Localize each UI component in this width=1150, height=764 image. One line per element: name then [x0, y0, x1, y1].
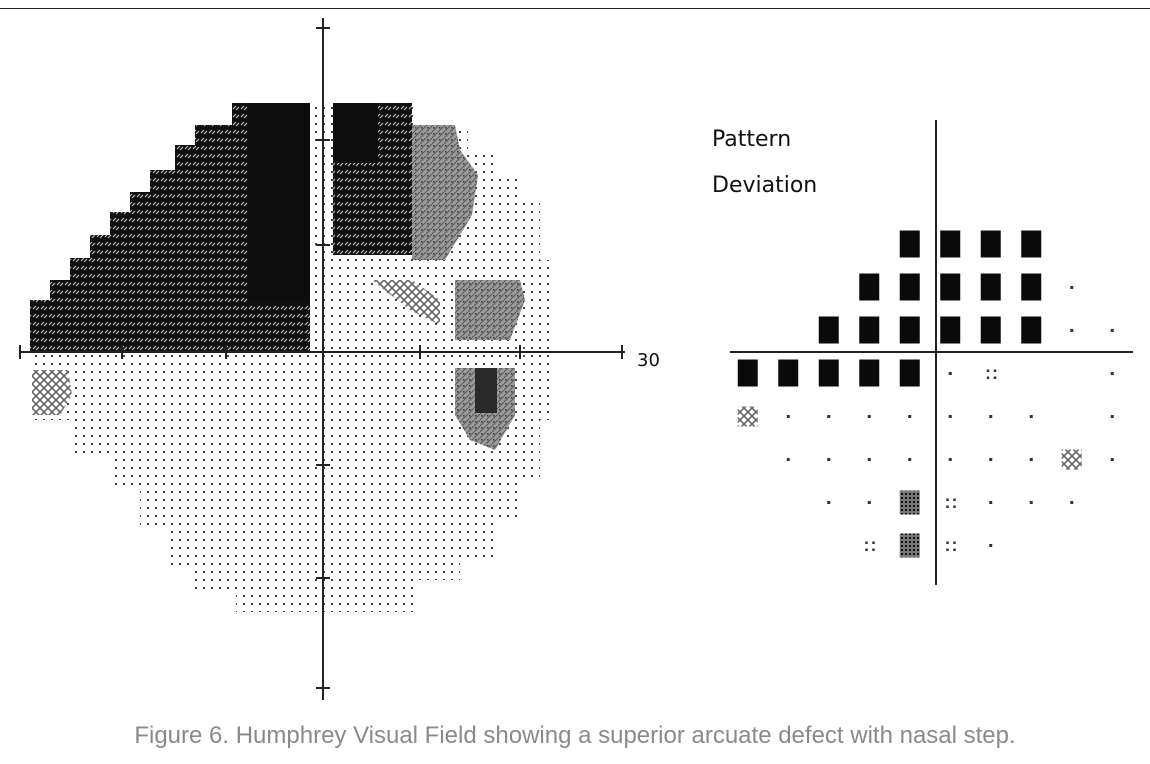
pd-symbol-normal: [1110, 458, 1114, 461]
pd-symbol-moderate: [737, 406, 758, 427]
pd-symbol-severe: [940, 230, 961, 258]
pd-symbol-severe: [778, 359, 799, 387]
pd-symbol-mild: [946, 498, 956, 508]
pd-symbol-severe: [818, 359, 839, 387]
grayscale-field: [30, 103, 552, 612]
relative-defect-arc: [412, 125, 478, 260]
pd-symbol-normal: [989, 415, 993, 418]
pd-symbol-severe: [859, 316, 880, 344]
nasal-step-upper: [455, 280, 525, 340]
pd-symbol-normal: [1110, 415, 1114, 418]
pd-symbol-mild: [946, 541, 956, 551]
pd-symbol-severe: [899, 316, 920, 344]
pd-symbol-normal: [1029, 501, 1033, 504]
pd-symbol-severe: [899, 273, 920, 301]
visual-field-figure: 30 Pattern Deviation: [19, 18, 1133, 700]
pd-symbol-normal: [908, 415, 912, 418]
pd-symbol-normal: [948, 458, 952, 461]
pd-symbol-severe: [859, 359, 880, 387]
pd-symbol-normal: [989, 458, 993, 461]
pd-symbol-severe: [899, 359, 920, 387]
pd-symbol-normal: [827, 501, 831, 504]
pd-symbol-severe: [818, 316, 839, 344]
pd-symbol-normal: [867, 501, 871, 504]
pd-symbol-normal: [1029, 415, 1033, 418]
scattered-defect-points: [372, 280, 440, 325]
pd-symbol-normal: [1110, 329, 1114, 332]
superior-arcuate-defect-nasal: [30, 103, 310, 352]
pd-symbol-severe: [1021, 273, 1042, 301]
pd-symbol-marked: [899, 490, 920, 515]
nasal-step-dense: [475, 368, 497, 413]
pd-symbol-severe: [899, 230, 920, 258]
pd-symbol-normal: [948, 372, 952, 375]
pd-symbol-normal: [989, 501, 993, 504]
pattern-deviation-title-line1: Pattern: [712, 127, 791, 152]
axis-label-30: 30: [637, 350, 660, 371]
pd-symbol-normal: [827, 458, 831, 461]
pattern-deviation-plot: Pattern Deviation: [712, 120, 1133, 585]
pd-symbol-normal: [1070, 286, 1074, 289]
pd-symbol-normal: [908, 458, 912, 461]
pd-symbol-normal: [786, 458, 790, 461]
pd-symbol-severe: [1021, 230, 1042, 258]
pd-symbol-severe: [737, 359, 758, 387]
pd-symbol-severe: [859, 273, 880, 301]
pd-symbol-severe: [1021, 316, 1042, 344]
pd-symbol-normal: [867, 415, 871, 418]
absolute-defect-core: [248, 103, 310, 303]
pd-symbol-normal: [989, 544, 993, 547]
pd-symbol-normal: [1070, 501, 1074, 504]
top-divider: [0, 8, 1150, 9]
pd-symbol-mild: [865, 541, 875, 551]
inferior-edge-defect: [32, 370, 72, 415]
pd-symbol-severe: [940, 273, 961, 301]
pd-symbol-severe: [980, 273, 1001, 301]
pd-symbol-normal: [1110, 372, 1114, 375]
absolute-defect-temporal-core: [333, 103, 378, 163]
pd-symbol-severe: [980, 230, 1001, 258]
pd-symbol-normal: [827, 415, 831, 418]
pattern-deviation-title-line2: Deviation: [712, 173, 817, 198]
pd-symbol-severe: [940, 316, 961, 344]
pd-symbol-normal: [867, 458, 871, 461]
pd-symbol-normal: [1070, 329, 1074, 332]
field-axes: 30: [19, 18, 660, 700]
pd-symbol-normal: [786, 415, 790, 418]
pd-symbol-normal: [1029, 458, 1033, 461]
pd-symbol-normal: [948, 415, 952, 418]
pd-symbol-mild: [986, 369, 997, 379]
pd-symbol-severe: [980, 316, 1001, 344]
figure-caption: Figure 6. Humphrey Visual Field showing …: [134, 722, 1016, 749]
pd-symbol-moderate: [1061, 449, 1082, 470]
pd-symbol-marked: [899, 533, 920, 558]
